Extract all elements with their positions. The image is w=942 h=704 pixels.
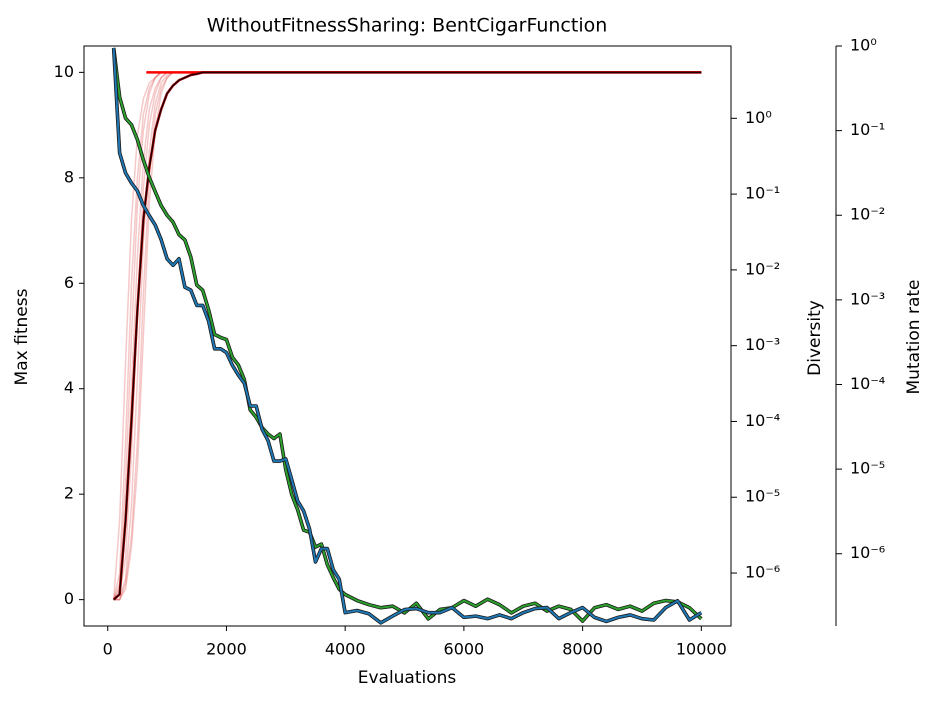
series-line	[112, 71, 702, 600]
y-tick-label: 4	[64, 378, 74, 397]
x-tick-label: 8000	[562, 640, 603, 659]
y-axis-label: Max fitness	[12, 288, 32, 385]
y3-tick-label: 10⁻¹	[850, 120, 885, 139]
line-outline	[111, 47, 703, 623]
series-line	[112, 48, 702, 624]
y3-tick-label: 10⁻³	[850, 289, 885, 308]
y-tick-label: 10	[54, 62, 74, 81]
y2-tick-label: 10⁻⁶	[745, 563, 780, 582]
y-tick-label: 0	[64, 589, 74, 608]
y2-tick-label: 10⁻³	[745, 335, 780, 354]
y3-tick-label: 10⁻⁵	[850, 459, 885, 478]
y2-tick-label: 10⁻⁵	[745, 487, 780, 506]
series-line	[112, 71, 702, 601]
series-line	[113, 71, 702, 601]
series-line	[113, 71, 702, 601]
y3-tick-label: 10⁰	[850, 36, 877, 55]
x-tick-label: 10000	[676, 640, 727, 659]
x-tick-label: 6000	[444, 640, 485, 659]
y-tick-label: 8	[64, 167, 74, 186]
y3-tick-label: 10⁻⁴	[850, 374, 885, 393]
series-line	[113, 71, 702, 601]
y2-axis-label: Diversity	[805, 300, 825, 376]
y2-tick-label: 10⁻⁴	[745, 411, 780, 430]
y3-tick-label: 10⁻⁶	[850, 543, 885, 562]
chart-title: WithoutFitnessSharing: BentCigarFunction	[207, 15, 608, 37]
y2-tick-label: 10⁻²	[745, 259, 780, 278]
line-outline	[111, 48, 703, 625]
series-line	[113, 71, 702, 601]
axes-frame	[83, 45, 732, 627]
series-line	[112, 71, 702, 600]
plot-area	[111, 47, 703, 625]
series-line	[112, 47, 703, 623]
y3-axis-label: Mutation rate	[904, 279, 924, 394]
x-axis-label: Evaluations	[358, 668, 457, 688]
y-tick-label: 2	[64, 484, 74, 503]
series-line	[113, 71, 702, 600]
y2-tick-label: 10⁰	[745, 108, 772, 127]
x-tick-label: 0	[103, 640, 113, 659]
y2-tick-label: 10⁻¹	[745, 184, 780, 203]
series-line	[113, 71, 702, 601]
series-line	[112, 71, 702, 600]
y-tick-label: 6	[64, 273, 74, 292]
y3-tick-label: 10⁻²	[850, 205, 885, 224]
x-tick-label: 4000	[325, 640, 366, 659]
x-tick-label: 2000	[206, 640, 247, 659]
